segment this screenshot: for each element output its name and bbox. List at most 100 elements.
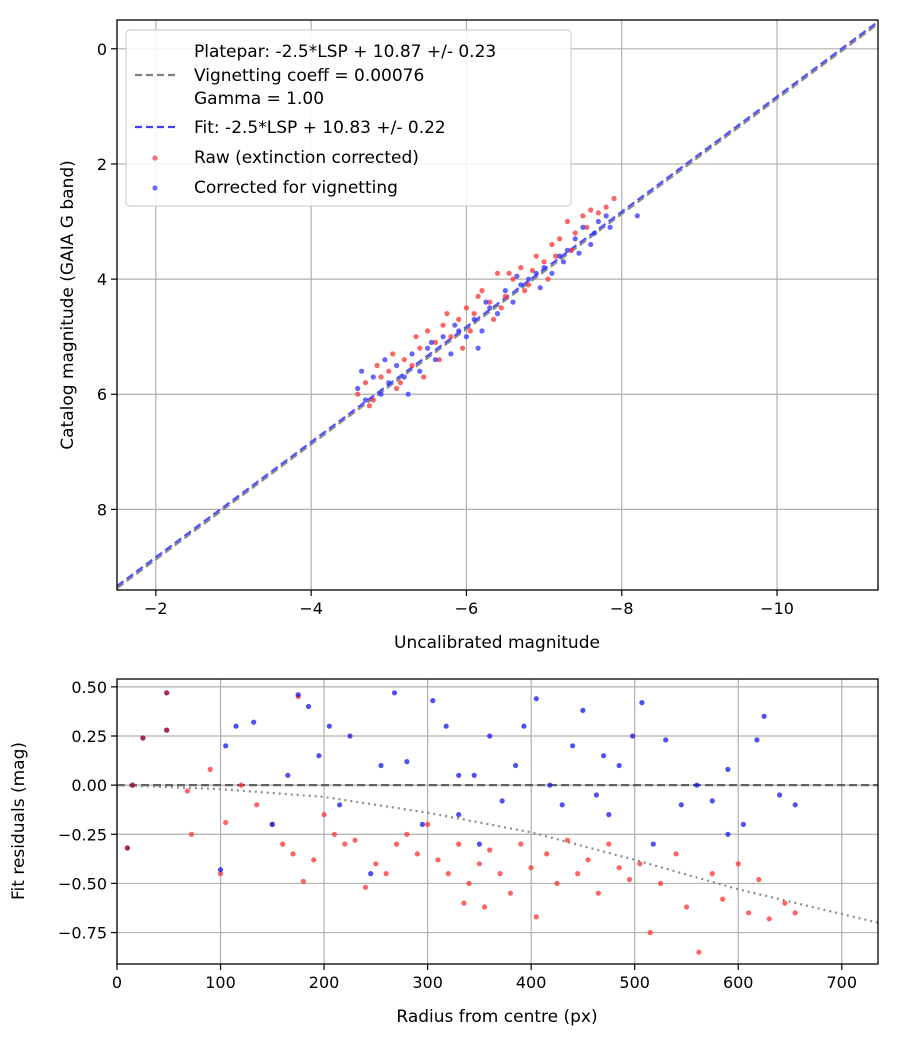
bottom-point-raw-extinction-corrected xyxy=(456,841,462,847)
top-point-corrected-for-vignetting xyxy=(595,218,602,225)
top-point-corrected-for-vignetting xyxy=(541,265,547,271)
bottom-point-corrected-for-vignetting xyxy=(650,841,656,847)
top-y-tick-label: 4 xyxy=(97,270,107,289)
bottom-point-raw-extinction-corrected xyxy=(466,880,472,887)
bottom-point-raw-extinction-corrected xyxy=(435,857,441,863)
bottom-point-raw-extinction-corrected xyxy=(461,900,467,906)
bottom-point-raw-extinction-corrected xyxy=(647,930,653,936)
bottom-point-corrected-for-vignetting xyxy=(792,802,798,808)
bottom-point-corrected-for-vignetting xyxy=(326,723,332,729)
bottom-point-corrected-for-vignetting xyxy=(570,743,576,749)
top-x-tick-label: −6 xyxy=(455,599,479,618)
bottom-grid xyxy=(116,679,878,964)
bottom-point-corrected-for-vignetting xyxy=(378,762,384,769)
top-x-tick-label: −2 xyxy=(144,599,168,618)
bottom-y-tick-label: −0.75 xyxy=(58,924,107,943)
top-point-corrected-for-vignetting xyxy=(494,311,501,317)
top-point-raw-extinction-corrected xyxy=(366,403,372,409)
bottom-point-raw-extinction-corrected xyxy=(223,819,229,826)
bottom-point-raw-extinction-corrected xyxy=(404,831,410,837)
top-point-corrected-for-vignetting xyxy=(362,397,369,403)
bottom-point-corrected-for-vignetting xyxy=(725,831,731,837)
top-point-corrected-for-vignetting xyxy=(378,391,384,397)
bottom-point-corrected-for-vignetting xyxy=(419,821,425,828)
bottom-point-raw-extinction-corrected xyxy=(497,871,503,877)
top-x-axis-label: Uncalibrated magnitude xyxy=(394,633,600,653)
top-point-corrected-for-vignetting xyxy=(448,351,454,357)
top-point-raw-extinction-corrected xyxy=(557,236,563,242)
bottom-x-tick-label: 200 xyxy=(309,973,340,992)
bottom-point-raw-extinction-corrected xyxy=(487,847,493,853)
top-point-corrected-for-vignetting xyxy=(634,213,640,219)
bottom-point-corrected-for-vignetting xyxy=(593,792,600,798)
top-point-raw-extinction-corrected xyxy=(413,334,419,340)
bottom-point-raw-extinction-corrected xyxy=(254,802,260,808)
legend: Platepar: -2.5*LSP + 10.87 +/- 0.23 Vign… xyxy=(125,29,572,207)
bottom-point-corrected-for-vignetting xyxy=(391,690,398,696)
bottom-point-corrected-for-vignetting xyxy=(368,871,374,877)
top-point-raw-extinction-corrected xyxy=(572,230,578,236)
legend-fit: Fit: -2.5*LSP + 10.83 +/- 0.22 xyxy=(194,118,446,138)
bottom-point-raw-extinction-corrected xyxy=(595,890,602,896)
top-point-raw-extinction-corrected xyxy=(417,345,423,351)
bottom-point-raw-extinction-corrected xyxy=(383,871,389,877)
top-point-raw-extinction-corrected xyxy=(362,380,369,386)
top-point-raw-extinction-corrected xyxy=(394,385,400,392)
top-point-raw-extinction-corrected xyxy=(401,357,407,363)
top-point-corrected-for-vignetting xyxy=(452,322,458,328)
top-point-raw-extinction-corrected xyxy=(475,293,481,299)
top-point-raw-extinction-corrected xyxy=(444,311,450,317)
top-point-corrected-for-vignetting xyxy=(370,374,376,380)
top-y-axis-label: Catalog magnitude (GAIA G band) xyxy=(58,160,78,450)
legend-platepar: Platepar: -2.5*LSP + 10.87 +/- 0.23 xyxy=(194,42,496,62)
bottom-point-raw-extinction-corrected xyxy=(331,831,337,837)
top-point-raw-extinction-corrected xyxy=(564,218,571,225)
top-point-corrected-for-vignetting xyxy=(533,270,539,276)
bottom-x-tick-label: 600 xyxy=(723,973,754,992)
bottom-y-tick-label: −0.50 xyxy=(58,874,107,893)
top-point-raw-extinction-corrected xyxy=(456,316,462,322)
top-point-corrected-for-vignetting xyxy=(425,345,431,351)
legend-corrected-marker xyxy=(152,185,158,191)
top-point-corrected-for-vignetting xyxy=(537,285,543,291)
top-plot-frame xyxy=(116,19,879,591)
top-point-raw-extinction-corrected xyxy=(378,374,384,380)
bottom-point-corrected-for-vignetting xyxy=(347,733,353,739)
bottom-point-raw-extinction-corrected xyxy=(735,861,741,867)
bottom-point-corrected-for-vignetting xyxy=(580,707,586,714)
top-x-tick-label: −8 xyxy=(610,599,634,618)
bottom-point-corrected-for-vignetting xyxy=(639,700,645,706)
top-point-corrected-for-vignetting xyxy=(432,357,438,363)
bottom-point-overlap xyxy=(164,727,170,733)
top-point-corrected-for-vignetting xyxy=(588,241,594,248)
top-point-corrected-for-vignetting xyxy=(514,273,520,279)
bottom-point-raw-extinction-corrected xyxy=(575,871,581,877)
top-point-corrected-for-vignetting xyxy=(549,270,555,276)
bottom-point-corrected-for-vignetting xyxy=(777,792,783,798)
top-y-tick-label: 8 xyxy=(97,500,107,519)
top-point-corrected-for-vignetting xyxy=(487,305,493,311)
top-point-raw-extinction-corrected xyxy=(529,267,536,274)
bottom-point-corrected-for-vignetting xyxy=(285,772,291,778)
bottom-point-corrected-for-vignetting xyxy=(754,737,760,743)
top-point-raw-extinction-corrected xyxy=(460,345,466,351)
bottom-point-corrected-for-vignetting xyxy=(456,772,462,778)
bottom-point-raw-extinction-corrected xyxy=(746,910,752,916)
top-point-raw-extinction-corrected xyxy=(588,207,594,213)
top-point-corrected-for-vignetting xyxy=(592,230,598,236)
bottom-point-corrected-for-vignetting xyxy=(616,762,622,769)
bottom-point-raw-extinction-corrected xyxy=(683,904,690,910)
top-point-raw-extinction-corrected xyxy=(518,265,524,271)
top-point-raw-extinction-corrected xyxy=(487,299,493,305)
bottom-point-raw-extinction-corrected xyxy=(616,865,622,871)
top-ticks: −2 −4 −6 −8 −10 0 2 4 6 8 xyxy=(97,40,794,618)
top-point-raw-extinction-corrected xyxy=(467,328,473,334)
legend-corrected: Corrected for vignetting xyxy=(194,178,398,198)
top-point-corrected-for-vignetting xyxy=(382,357,388,363)
top-point-corrected-for-vignetting xyxy=(557,253,563,259)
bottom-point-overlap xyxy=(129,782,136,788)
bottom-point-overlap xyxy=(124,845,130,851)
top-x-tick-label: −10 xyxy=(760,599,794,618)
